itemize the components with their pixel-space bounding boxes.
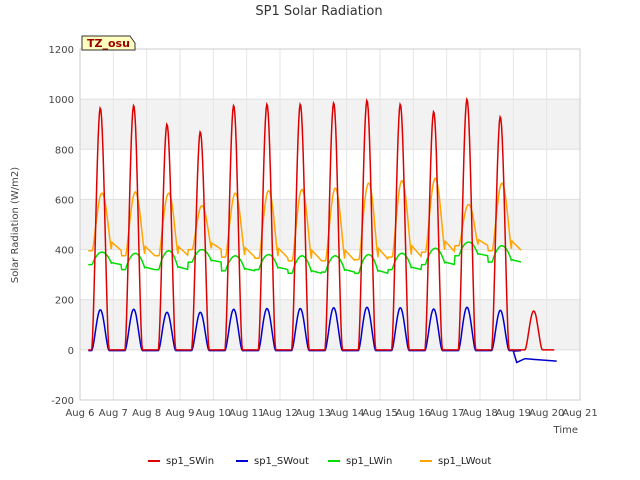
x-tick-label: Aug 12 bbox=[262, 408, 297, 419]
x-tick-label: Aug 14 bbox=[329, 408, 364, 419]
x-tick-label: Aug 13 bbox=[296, 408, 331, 419]
x-tick-label: Aug 19 bbox=[496, 408, 531, 419]
y-tick-label: 200 bbox=[55, 296, 74, 307]
plot-frame bbox=[79, 48, 581, 401]
y-axis-title: Solar Radiation (W/m2) bbox=[10, 167, 21, 283]
x-tick-label: Aug 9 bbox=[165, 408, 194, 419]
x-tick-label: Aug 21 bbox=[562, 408, 597, 419]
x-axis-title: Time bbox=[553, 425, 578, 436]
y-tick-label: 400 bbox=[55, 246, 74, 257]
y-tick-label: 1200 bbox=[49, 45, 74, 56]
y-tick-label: 1000 bbox=[49, 95, 74, 106]
y-tick-label: -200 bbox=[51, 396, 74, 407]
site-tag-box bbox=[81, 35, 136, 51]
axes: -200 0 200 400 600 800 1000 1200 Aug 6 Aug 7 Aug 8… bbox=[49, 45, 598, 419]
x-tick-label: Aug 15 bbox=[362, 408, 397, 419]
y-tick-label: 600 bbox=[55, 195, 74, 206]
x-tick-label: Aug 7 bbox=[99, 408, 128, 419]
x-tick-label: Aug 11 bbox=[229, 408, 264, 419]
x-tick-label: Aug 20 bbox=[529, 408, 564, 419]
legend-label: sp1_LWout bbox=[438, 456, 491, 467]
x-tick-label: Aug 8 bbox=[132, 408, 161, 419]
background-band bbox=[80, 99, 580, 150]
site-tag-label: TZ_osu bbox=[87, 37, 130, 50]
x-tick-label: Aug 6 bbox=[65, 408, 94, 419]
series-line-sp1-lwin bbox=[88, 241, 522, 275]
legend-label: sp1_SWout bbox=[254, 456, 309, 467]
y-tick-label: 0 bbox=[68, 346, 74, 357]
legend-label: sp1_SWin bbox=[166, 456, 214, 467]
x-tick-label: Aug 10 bbox=[196, 408, 231, 419]
x-tick-label: Aug 17 bbox=[429, 408, 464, 419]
x-tick-label: Aug 18 bbox=[462, 408, 497, 419]
chart-title: SP1 Solar Radiation bbox=[255, 4, 382, 19]
series-layer bbox=[88, 96, 557, 364]
legend-label: sp1_LWin bbox=[346, 456, 392, 467]
site-tag: TZ_osu bbox=[81, 35, 136, 51]
x-tick-label: Aug 16 bbox=[396, 408, 431, 419]
y-tick-label: 800 bbox=[55, 145, 74, 156]
legend: sp1_SWin sp1_SWout sp1_LWin sp1_LWout bbox=[148, 456, 491, 467]
series-line-sp1-swin bbox=[88, 96, 555, 351]
